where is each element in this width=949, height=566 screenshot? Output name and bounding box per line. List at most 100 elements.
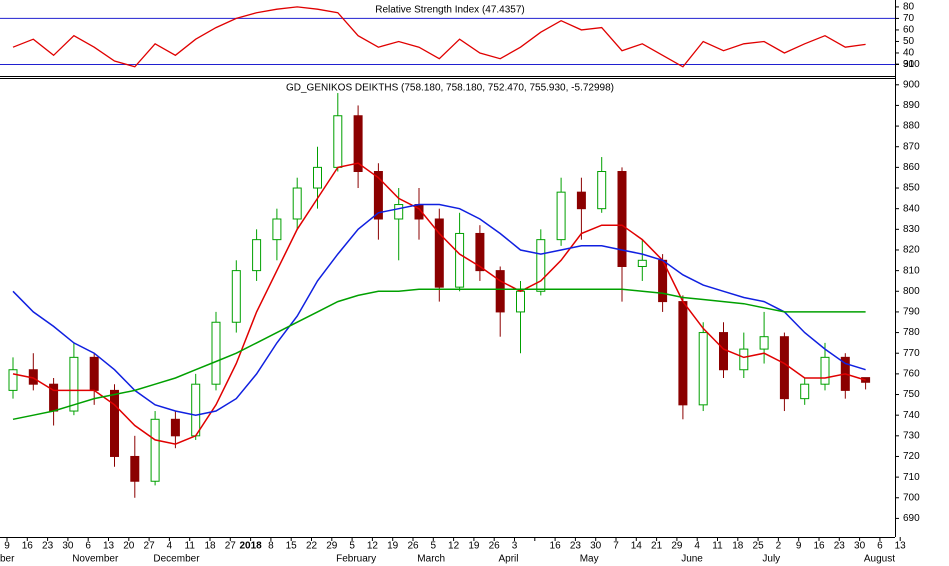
candle-body <box>150 418 160 482</box>
month-label: November <box>72 554 119 565</box>
candle-body <box>597 171 607 210</box>
x-tick-label: 4 <box>167 541 173 552</box>
x-tick-label: 16 <box>22 541 34 552</box>
candle-body <box>130 455 140 482</box>
x-tick-label: 16 <box>550 541 562 552</box>
x-tick-label: 23 <box>42 541 54 552</box>
x-tick-label: 2 <box>776 541 782 552</box>
y-tick-label: 830 <box>903 224 920 235</box>
candle-body <box>516 290 525 313</box>
month-label: ber <box>0 554 15 565</box>
price-title: GD_GENIKOS DEIKTHS (758.180, 758.180, 75… <box>286 83 614 94</box>
x-tick-label: 11 <box>185 541 196 552</box>
candle-body <box>292 187 302 220</box>
x-tick-label: 15 <box>286 541 298 552</box>
x-tick-label: 30 <box>854 541 866 552</box>
candle-body <box>820 356 830 385</box>
candle-body <box>617 171 627 267</box>
y-tick-label: 50 <box>903 36 915 47</box>
x-tick-label: 12 <box>367 541 379 552</box>
x-tick-label: 29 <box>671 541 683 552</box>
x-tick-label: 13 <box>103 541 115 552</box>
rsi-title: Relative Strength Index (47.4357) <box>375 5 525 16</box>
x-tick-label: 4 <box>694 541 700 552</box>
candle-body <box>475 232 485 272</box>
month-label: August <box>864 554 895 565</box>
y-tick-label: 740 <box>903 410 920 421</box>
x-tick-label: 19 <box>468 541 480 552</box>
candle-body <box>333 115 343 168</box>
candle-body <box>759 336 769 350</box>
y-tick-label: 70 <box>903 13 915 24</box>
x-tick-label: 18 <box>204 541 216 552</box>
x-tick-label: 9 <box>4 541 10 552</box>
candle-body <box>678 301 688 406</box>
x-tick-label: 13 <box>895 541 907 552</box>
x-tick-label: 27 <box>225 541 237 552</box>
candle-body <box>455 232 465 288</box>
y-tick-label: 720 <box>903 451 920 462</box>
y-tick-label: 860 <box>903 162 920 173</box>
candle-body <box>434 218 444 288</box>
x-tick-label: 30 <box>590 541 602 552</box>
x-tick-label: 3 <box>512 541 518 552</box>
x-tick-label: 7 <box>613 541 619 552</box>
candle-body <box>739 348 749 371</box>
y-tick-label: 60 <box>903 25 915 36</box>
month-label: July <box>762 554 780 565</box>
candle-body <box>191 383 201 437</box>
candle-body <box>231 270 241 323</box>
candle-body <box>211 321 221 385</box>
candle-body <box>69 356 79 412</box>
x-tick-label: 19 <box>387 541 399 552</box>
candle-body <box>800 383 810 400</box>
candle-body <box>313 166 322 189</box>
y-tick-label: 900 <box>903 79 920 90</box>
y-tick-label: 840 <box>903 203 920 214</box>
y-tick-label: 870 <box>903 141 920 152</box>
moving-average <box>12 203 866 416</box>
moving-average <box>12 162 866 445</box>
x-tick-label: 12 <box>448 541 460 552</box>
month-label: May <box>580 554 599 565</box>
candle-body <box>272 218 282 241</box>
candle-body <box>719 332 728 371</box>
month-label: April <box>499 554 519 565</box>
month-label: February <box>336 554 376 565</box>
candle-body <box>394 204 404 220</box>
month-label: December <box>153 554 200 565</box>
candle-body <box>170 418 180 437</box>
candle-body <box>495 270 505 313</box>
x-tick-label: 26 <box>407 541 419 552</box>
y-tick-label: 820 <box>903 245 920 256</box>
y-tick-label: 790 <box>903 307 920 318</box>
y-tick-label: 40 <box>903 48 915 59</box>
candle-body <box>110 389 119 457</box>
x-tick-label: 30 <box>62 541 74 552</box>
y-tick-label: 760 <box>903 369 920 380</box>
candle-body <box>353 115 363 173</box>
x-tick-label: 8 <box>268 541 274 552</box>
y-tick-label: 890 <box>903 100 920 111</box>
y-tick-label: 710 <box>903 472 920 483</box>
x-tick-label: 14 <box>631 541 643 552</box>
y-tick-label: 880 <box>903 121 920 132</box>
candle-body <box>576 191 586 210</box>
candle-body <box>373 171 383 220</box>
x-tick-label: 9 <box>796 541 802 552</box>
candle-body <box>637 259 647 267</box>
x-tick-label: 29 <box>326 541 338 552</box>
y-tick-label: 80 <box>903 2 915 13</box>
candle-body <box>698 332 708 406</box>
candle-body <box>252 239 262 272</box>
y-tick-label: 810 <box>903 265 920 276</box>
y-tick-label: 690 <box>903 513 920 524</box>
x-tick-label: 27 <box>144 541 156 552</box>
x-tick-label: 23 <box>570 541 582 552</box>
y-tick-label: 30 <box>903 59 915 70</box>
x-tick-label: 21 <box>651 541 663 552</box>
y-tick-label: 770 <box>903 348 920 359</box>
x-tick-label: 6 <box>85 541 91 552</box>
y-tick-label: 700 <box>903 492 920 503</box>
candle-body <box>8 369 18 391</box>
